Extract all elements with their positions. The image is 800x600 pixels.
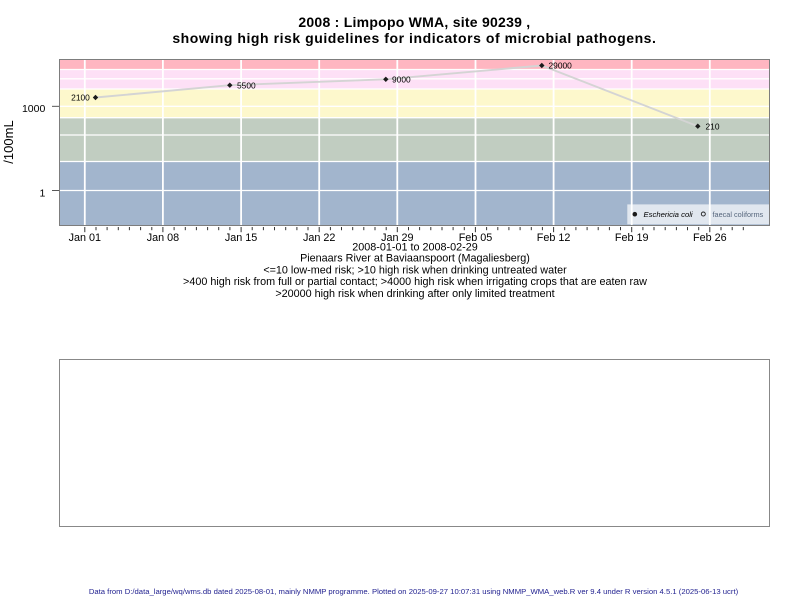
svg-text:Feb 19: Feb 19 [615, 232, 649, 244]
svg-text:>20000 high risk when drinking: >20000 high risk when drinking after onl… [275, 288, 554, 300]
svg-text:Pienaars River at Baviaanspoor: Pienaars River at Baviaanspoort (Magalie… [300, 253, 530, 265]
svg-text:2100: 2100 [71, 93, 90, 103]
svg-text:Feb 26: Feb 26 [693, 232, 727, 244]
svg-text:Jan 29: Jan 29 [381, 232, 413, 244]
svg-text:9000: 9000 [392, 74, 411, 84]
svg-text:>400 high risk from full or pa: >400 high risk from full or partial cont… [183, 276, 647, 288]
svg-text:2008-01-01 to 2008-02-29: 2008-01-01 to 2008-02-29 [352, 241, 477, 253]
svg-text:Eschericia coli: Eschericia coli [644, 210, 693, 219]
svg-text:faecal coliforms: faecal coliforms [713, 210, 764, 219]
svg-text:Feb 05: Feb 05 [459, 232, 493, 244]
svg-text:1: 1 [39, 187, 45, 199]
svg-text:Jan 08: Jan 08 [147, 232, 179, 244]
svg-text:Jan 01: Jan 01 [69, 232, 101, 244]
svg-text:showing high risk guidelines f: showing high risk guidelines for indicat… [172, 30, 656, 46]
svg-text:/100mL: /100mL [1, 120, 16, 163]
svg-text:210: 210 [706, 121, 720, 131]
svg-text:<=10 low-med risk; >10 high ri: <=10 low-med risk; >10 high risk when dr… [263, 265, 567, 277]
svg-text:1000: 1000 [22, 103, 46, 115]
svg-text:5500: 5500 [237, 80, 256, 90]
svg-text:2008 : Limpopo WMA, site 90239: 2008 : Limpopo WMA, site 90239 , [298, 14, 530, 30]
svg-text:Feb 12: Feb 12 [537, 232, 571, 244]
svg-text:Data from D:/data_large/wq/wms: Data from D:/data_large/wq/wms.db dated … [89, 587, 739, 596]
svg-text:29000: 29000 [549, 61, 573, 71]
svg-text:Jan 22: Jan 22 [303, 232, 335, 244]
svg-text:Jan 15: Jan 15 [225, 232, 257, 244]
